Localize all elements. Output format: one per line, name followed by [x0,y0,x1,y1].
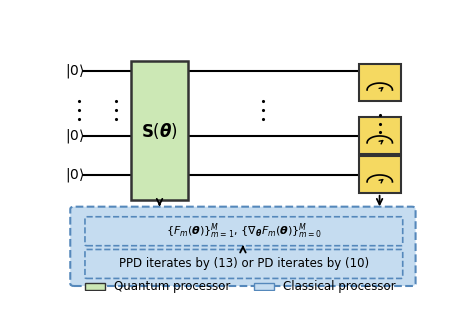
Text: $|0\rangle$: $|0\rangle$ [65,62,84,80]
FancyBboxPatch shape [359,117,401,154]
FancyBboxPatch shape [85,283,105,290]
FancyBboxPatch shape [85,217,403,246]
FancyBboxPatch shape [70,207,416,286]
Text: Classical processor: Classical processor [283,280,396,293]
Text: $|0\rangle$: $|0\rangle$ [65,127,84,145]
Text: Quantum processor: Quantum processor [114,280,231,293]
Text: $|0\rangle$: $|0\rangle$ [65,166,84,184]
FancyBboxPatch shape [359,64,401,101]
FancyBboxPatch shape [359,156,401,193]
FancyBboxPatch shape [254,283,274,290]
Text: $\mathbf{S}(\boldsymbol{\theta})$: $\mathbf{S}(\boldsymbol{\theta})$ [141,121,178,141]
FancyBboxPatch shape [131,60,188,200]
Text: $\{F_m(\boldsymbol{\theta})\}_{m=1}^{M},\,\{\nabla_{\boldsymbol{\theta}} F_m(\bo: $\{F_m(\boldsymbol{\theta})\}_{m=1}^{M},… [165,221,322,241]
Text: PPD iterates by (13) or PD iterates by (10): PPD iterates by (13) or PD iterates by (… [119,257,369,270]
FancyBboxPatch shape [85,250,403,279]
